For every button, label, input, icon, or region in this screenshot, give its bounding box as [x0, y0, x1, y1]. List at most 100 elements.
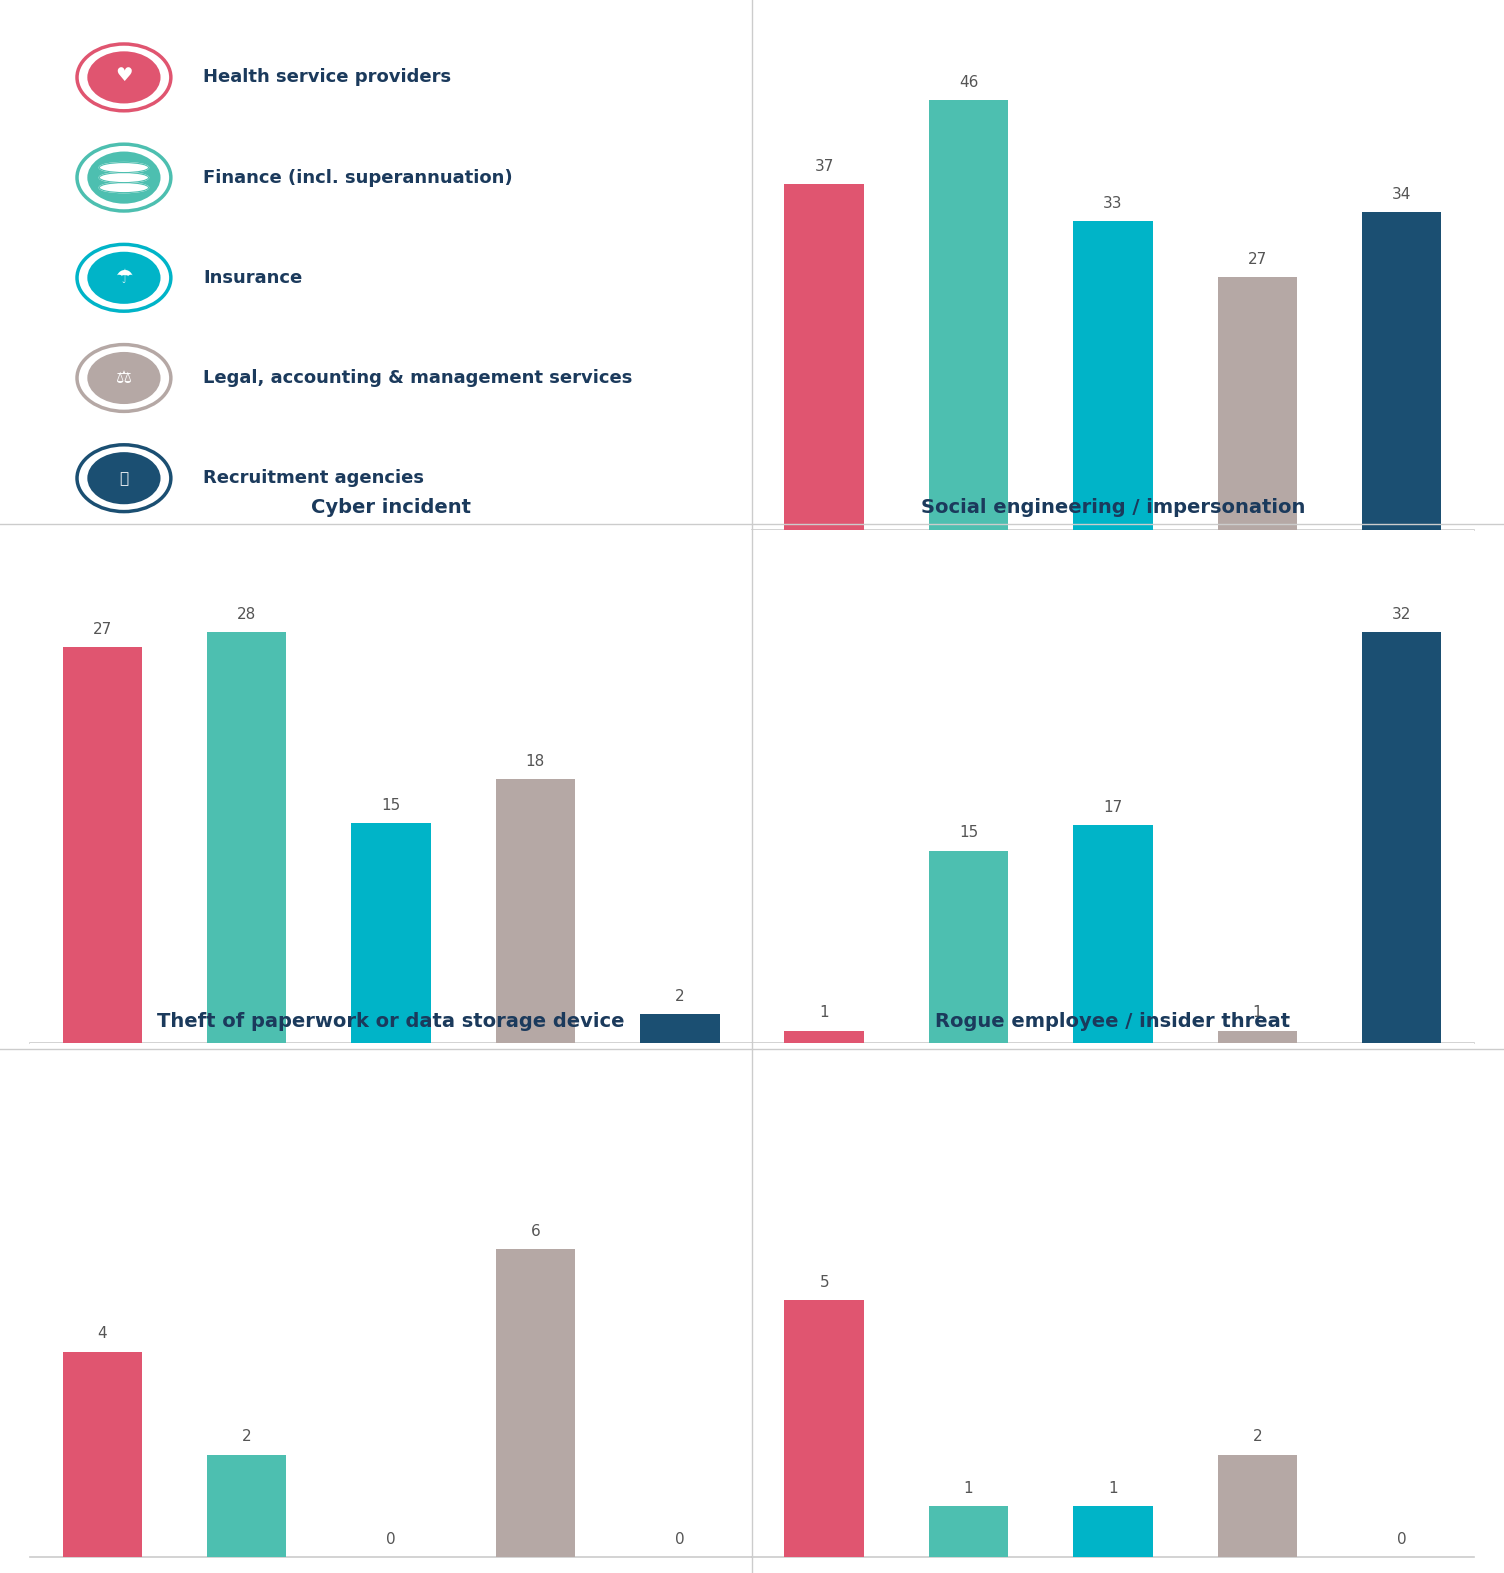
Ellipse shape: [948, 645, 990, 654]
Circle shape: [1071, 618, 1155, 678]
Text: 1: 1: [1108, 1480, 1117, 1496]
Circle shape: [60, 1133, 144, 1191]
Circle shape: [1215, 618, 1299, 678]
Text: 37: 37: [815, 159, 833, 173]
Bar: [1363, 632, 1441, 1043]
Text: 1: 1: [1253, 1005, 1262, 1021]
Circle shape: [1224, 624, 1290, 672]
Circle shape: [358, 1139, 424, 1184]
Bar: [1218, 277, 1296, 530]
Bar: [1074, 824, 1152, 1043]
Ellipse shape: [99, 173, 149, 182]
Text: 2: 2: [675, 989, 684, 1004]
Bar: [929, 1505, 1008, 1557]
Ellipse shape: [226, 1159, 268, 1169]
Text: ♥: ♥: [818, 1153, 830, 1167]
Text: ⚖: ⚖: [1251, 1155, 1263, 1169]
Circle shape: [935, 1139, 1002, 1184]
Text: ☂: ☂: [1107, 642, 1119, 654]
Circle shape: [1080, 1139, 1146, 1184]
Bar: [1074, 1505, 1152, 1557]
Text: 1: 1: [964, 1480, 973, 1496]
Text: 27: 27: [93, 621, 111, 637]
Circle shape: [87, 252, 161, 304]
Title: Cyber incident: Cyber incident: [311, 499, 471, 518]
Ellipse shape: [948, 1159, 990, 1169]
Text: 🔍: 🔍: [1399, 1156, 1405, 1167]
Circle shape: [77, 145, 171, 211]
Circle shape: [647, 1139, 713, 1184]
Text: 46: 46: [960, 74, 978, 90]
Text: ⚖: ⚖: [529, 1155, 541, 1169]
Bar: [208, 632, 286, 1043]
Text: Legal, accounting & management services: Legal, accounting & management services: [203, 370, 633, 387]
Circle shape: [1360, 1133, 1444, 1191]
Text: ☂: ☂: [116, 269, 132, 288]
Circle shape: [1215, 1133, 1299, 1191]
Text: ♥: ♥: [96, 1153, 108, 1167]
Circle shape: [69, 1139, 135, 1184]
Bar: [929, 851, 1008, 1043]
Circle shape: [493, 1133, 578, 1191]
Text: 33: 33: [1104, 197, 1122, 211]
Circle shape: [1360, 618, 1444, 678]
Circle shape: [926, 618, 1011, 678]
Text: 0: 0: [1397, 1532, 1406, 1546]
Text: 🔍: 🔍: [1399, 643, 1405, 653]
Ellipse shape: [226, 1167, 268, 1177]
Text: 0: 0: [387, 1532, 396, 1546]
Text: 34: 34: [1393, 187, 1411, 201]
Circle shape: [77, 344, 171, 412]
Bar: [1218, 1455, 1296, 1557]
Text: Recruitment agencies: Recruitment agencies: [203, 469, 424, 488]
Ellipse shape: [948, 653, 990, 662]
Circle shape: [87, 52, 161, 104]
Circle shape: [205, 1133, 289, 1191]
Title: Rogue employee / insider threat: Rogue employee / insider threat: [935, 1011, 1290, 1030]
Ellipse shape: [99, 162, 149, 173]
Title: Theft of paperwork or data storage device: Theft of paperwork or data storage devic…: [158, 1011, 624, 1030]
Ellipse shape: [948, 1167, 990, 1177]
Text: 15: 15: [960, 826, 978, 840]
Circle shape: [1224, 1139, 1290, 1184]
Circle shape: [782, 1133, 866, 1191]
Bar: [929, 99, 1008, 530]
Text: 15: 15: [382, 798, 400, 813]
Text: ♥: ♥: [818, 639, 830, 654]
Ellipse shape: [948, 1150, 990, 1161]
Bar: [352, 823, 430, 1043]
Text: 🔍: 🔍: [119, 470, 128, 486]
Title: Social engineering / impersonation: Social engineering / impersonation: [920, 499, 1305, 518]
Bar: [496, 1249, 575, 1557]
Text: Finance (incl. superannuation): Finance (incl. superannuation): [203, 168, 513, 187]
Text: 5: 5: [820, 1276, 829, 1290]
Bar: [1218, 1030, 1296, 1043]
Text: 4: 4: [98, 1326, 107, 1342]
Bar: [785, 1301, 863, 1557]
Text: 17: 17: [1104, 799, 1122, 815]
Text: 2: 2: [1253, 1430, 1262, 1444]
Ellipse shape: [948, 637, 990, 647]
Text: ⚖: ⚖: [1251, 642, 1263, 654]
Ellipse shape: [226, 1150, 268, 1161]
Text: 28: 28: [238, 607, 256, 621]
Ellipse shape: [99, 182, 149, 192]
Text: 27: 27: [1248, 252, 1266, 267]
Text: ⚖: ⚖: [116, 370, 132, 387]
Bar: [496, 779, 575, 1043]
Text: ☂: ☂: [1107, 1155, 1119, 1169]
Text: Health service providers: Health service providers: [203, 68, 451, 87]
Text: ♥: ♥: [116, 66, 132, 85]
Circle shape: [935, 624, 1002, 672]
Circle shape: [1369, 624, 1435, 672]
Text: 2: 2: [242, 1430, 251, 1444]
Circle shape: [782, 618, 866, 678]
Bar: [63, 647, 141, 1043]
Circle shape: [638, 1133, 722, 1191]
Bar: [63, 1351, 141, 1557]
Bar: [785, 1030, 863, 1043]
Circle shape: [214, 1139, 280, 1184]
Bar: [208, 1455, 286, 1557]
Circle shape: [77, 44, 171, 110]
Text: 1: 1: [820, 1005, 829, 1021]
